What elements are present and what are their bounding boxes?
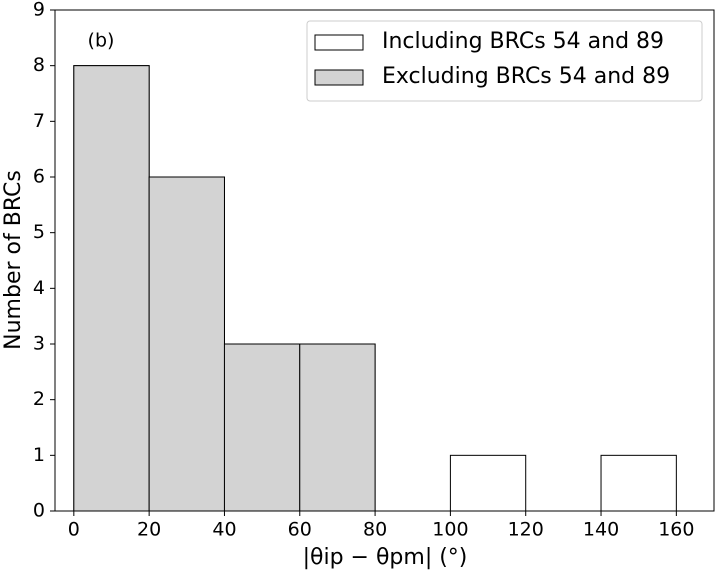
y-tick-label: 8	[33, 54, 45, 76]
histogram-bar	[148, 176, 225, 512]
histogram-bar	[449, 454, 527, 512]
y-tick-label: 5	[33, 221, 45, 243]
x-tick-label: 40	[212, 519, 236, 541]
y-tick-label: 2	[33, 388, 45, 410]
y-tick-label: 9	[33, 0, 45, 21]
y-tick-label: 3	[33, 333, 45, 355]
plot-frame	[54, 9, 715, 512]
y-tick-label: 1	[33, 444, 45, 466]
x-tick-label: 100	[432, 519, 468, 541]
y-tick-label: 4	[33, 277, 45, 299]
x-tick-label: 160	[658, 519, 694, 541]
x-tick-label: 20	[137, 519, 161, 541]
x-axis-label: |θip − θpm| (°)	[303, 545, 468, 570]
histogram-bar	[600, 454, 677, 512]
x-tick-label: 140	[583, 519, 619, 541]
y-axis-label: Number of BRCs	[1, 170, 26, 350]
legend-box	[306, 20, 703, 102]
histogram-bar	[73, 65, 150, 512]
annotation: (b)	[88, 30, 115, 52]
legend-label: Excluding BRCs 54 and 89	[382, 64, 670, 89]
legend-swatch	[314, 69, 364, 86]
y-tick-label: 0	[33, 500, 45, 522]
y-tick-label: 6	[33, 166, 45, 188]
x-tick-label: 120	[508, 519, 544, 541]
legend-label: Including BRCs 54 and 89	[382, 29, 664, 54]
histogram-bar	[299, 343, 376, 512]
histogram-bar	[223, 343, 301, 512]
legend-swatch	[314, 34, 364, 51]
y-tick-label: 7	[33, 110, 45, 132]
x-tick-label: 0	[68, 519, 80, 541]
x-tick-label: 80	[363, 519, 387, 541]
x-tick-label: 60	[288, 519, 312, 541]
